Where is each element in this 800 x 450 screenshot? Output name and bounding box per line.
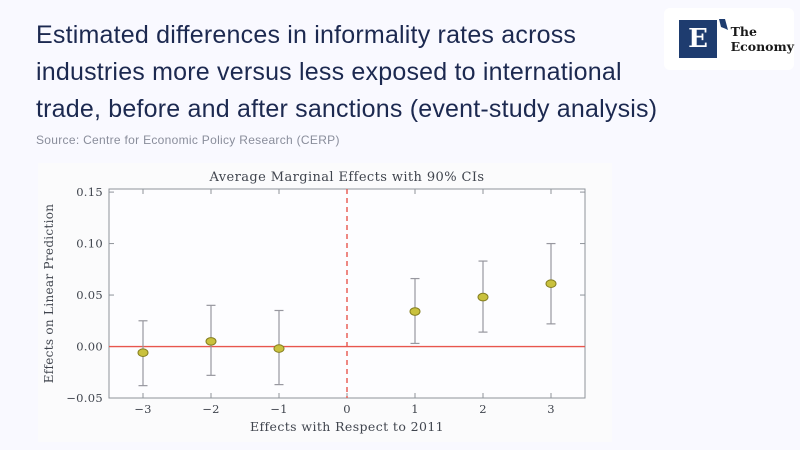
y-tick-label: −0.05	[66, 391, 103, 405]
point-estimate-marker	[545, 279, 557, 289]
publisher-logo: E The Economy	[664, 8, 794, 70]
x-tick-label: −2	[202, 402, 220, 416]
point-estimate-marker	[205, 337, 217, 346]
y-tick-label: 0.15	[76, 185, 103, 199]
point-estimate-marker	[409, 307, 421, 316]
point-estimate-marker	[273, 344, 285, 353]
page-title: Estimated differences in informality rat…	[36, 17, 676, 128]
logo-e-square: E	[679, 20, 717, 58]
logo-wordmark: The Economy	[731, 24, 794, 54]
point-estimate-marker	[477, 292, 489, 302]
logo-wordmark-bottom: Economy	[730, 39, 794, 54]
logo-apostrophe-icon	[718, 19, 728, 38]
chart-title: Average Marginal Effects with 90% CIs	[209, 170, 485, 185]
source-attribution: Source: Centre for Economic Policy Resea…	[36, 133, 340, 147]
event-study-chart: −3 −2 −1 0 1 2 3 −0.05 0.00 0.05 0.10 0.15 Average M…	[42, 170, 586, 434]
x-tick-label: 2	[479, 402, 487, 416]
y-tick-label: 0.05	[76, 288, 103, 302]
logo-letter: E	[688, 24, 708, 54]
y-axis-label: Effects on Linear Prediction	[42, 204, 56, 384]
logo-wordmark-top: The	[730, 24, 757, 39]
chart-figure: −3 −2 −1 0 1 2 3 −0.05 0.00 0.05 0.10 0.15 Average M…	[38, 163, 612, 442]
x-axis-label: Effects with Respect to 2011	[250, 419, 444, 434]
x-tick-label: 3	[547, 402, 555, 416]
x-tick-label: 1	[411, 402, 419, 416]
y-tick-label: 0.00	[76, 340, 103, 354]
x-tick-label: 0	[343, 402, 351, 416]
x-tick-label: −1	[270, 402, 288, 416]
page-title-line2: industries more versus less exposed to i…	[36, 58, 622, 86]
page-title-line3: trade, before and after sanctions (event…	[36, 95, 658, 123]
logo-mark: E	[679, 19, 728, 59]
y-tick-label: 0.10	[76, 237, 103, 251]
page-title-line1: Estimated differences in informality rat…	[36, 21, 577, 49]
x-tick-label: −3	[134, 402, 152, 416]
point-estimate-marker	[137, 348, 149, 357]
